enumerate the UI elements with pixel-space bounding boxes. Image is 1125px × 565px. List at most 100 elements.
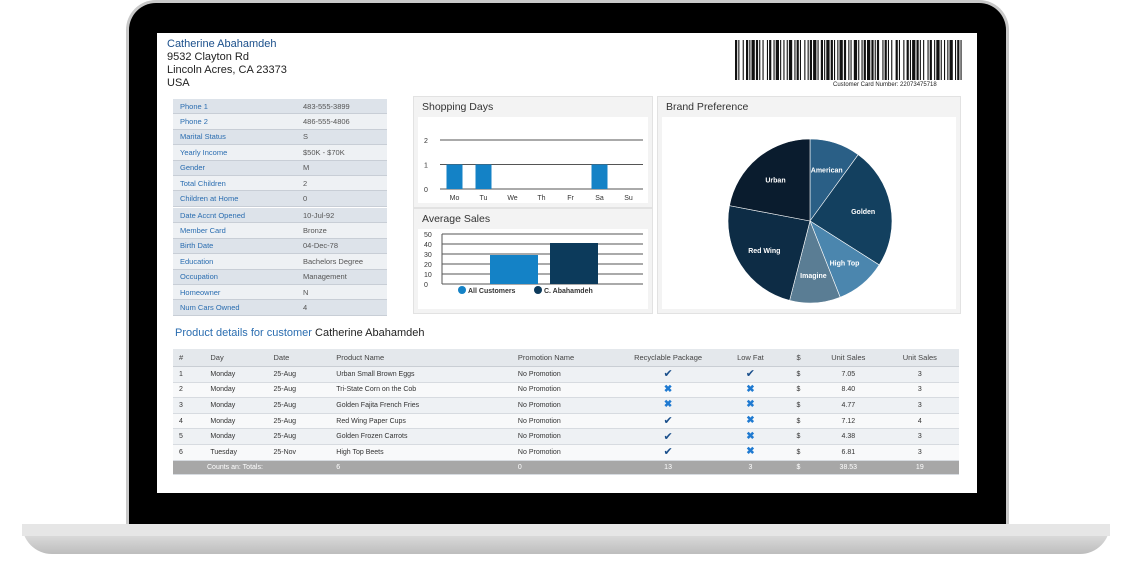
x-tick-label: Sa: [595, 195, 604, 202]
info-label: Homeowner: [173, 284, 296, 301]
barcode-bar: [769, 40, 772, 80]
barcode-bar: [759, 40, 761, 80]
barcode-bar: [746, 40, 749, 80]
barcode-bar: [882, 40, 884, 80]
info-row: Gender M: [173, 160, 387, 176]
barcode-bar: [957, 40, 960, 80]
totals-count: 6: [330, 460, 512, 475]
totals-promo: 0: [511, 460, 626, 475]
totals-units: 19: [880, 460, 959, 475]
barcode-bar: [923, 40, 925, 80]
x-tick-label: Th: [537, 195, 545, 202]
check-icon: ✔: [663, 446, 673, 459]
barcode-bar: [786, 40, 788, 80]
column-header[interactable]: Day: [204, 349, 268, 367]
x-tick-label: Fr: [567, 195, 574, 202]
barcode-bar: [749, 40, 751, 80]
cell-day: Tuesday: [204, 444, 268, 461]
cell-sales: 8.40: [815, 382, 881, 399]
info-label: Member Card: [173, 222, 296, 239]
info-label: Num Cars Owned: [173, 299, 296, 316]
y-tick-label: 20: [424, 262, 432, 269]
info-value: N: [296, 284, 387, 301]
customer-info-table-1: Phone 1 483-555-3899 Phone 2 486-555-4806 Ma…: [173, 99, 387, 207]
x-icon: ✖: [663, 383, 673, 395]
check-icon: ✔: [663, 368, 673, 381]
shopping-days-title: Shopping Days: [422, 101, 494, 113]
average-sales-chart: 0 10 20 30 40 50 All Customers C. Abahamdeh: [424, 232, 643, 295]
table-row[interactable]: 4 Monday 25-Aug Red Wing Paper Cups No Promo…: [173, 413, 959, 430]
table-row[interactable]: 2 Monday 25-Aug Tri-State Corn on the Cob No…: [173, 382, 959, 399]
barcode-bar: [960, 40, 962, 80]
shopping-days-chart: 0 1 2 Mo Tu We Th Fr Sa Su: [424, 138, 643, 202]
barcode-bar: [884, 40, 887, 80]
barcode-bar: [848, 40, 850, 80]
cell-cur: $: [790, 397, 816, 414]
barcode-bar: [788, 40, 793, 80]
barcode-bar: [780, 40, 782, 80]
barcode: [735, 40, 962, 80]
y-tick-label: 30: [424, 252, 432, 259]
legend-marker: [534, 286, 542, 294]
column-header[interactable]: Low Fat: [710, 349, 791, 367]
info-label: Phone 1: [173, 99, 296, 115]
column-header[interactable]: #: [173, 349, 205, 367]
x-icon: ✖: [746, 415, 755, 427]
barcode-bar: [742, 40, 744, 80]
info-value: $50K - $70K: [296, 144, 387, 161]
y-tick-label: 2: [424, 138, 428, 145]
column-header[interactable]: Recyclable Package: [625, 349, 711, 367]
barcode-bar: [944, 40, 946, 80]
bar-c-abahamdeh: [550, 243, 598, 284]
table-row[interactable]: 5 Monday 25-Aug Golden Frozen Carrots No Pro…: [173, 428, 959, 445]
shopping-days-panel: Shopping Days 0 1 2 Mo Tu We Th Fr Sa Su: [413, 96, 653, 208]
cell-promo: No Promotion: [511, 428, 626, 445]
x-tick-label: Tu: [480, 195, 488, 202]
barcode-bar: [874, 40, 876, 80]
brand-preference-title: Brand Preference: [666, 101, 749, 113]
cell-units: 3: [880, 444, 959, 461]
cell-n: 6: [173, 444, 205, 461]
cell-sales: 4.38: [815, 428, 881, 445]
cell-recyclable: ✖: [625, 397, 711, 414]
cell-date: 25-Aug: [267, 382, 331, 399]
info-value: 486-555-4806: [296, 113, 387, 130]
info-row: Phone 1 483-555-3899: [173, 99, 387, 115]
cell-units: 3: [880, 397, 959, 414]
cell-low_fat: ✖: [710, 444, 791, 461]
cell-product: High Top Beets: [330, 444, 512, 461]
y-tick-label: 10: [424, 272, 432, 279]
table-row[interactable]: 3 Monday 25-Aug Golden Fajita French Fries N…: [173, 397, 959, 414]
barcode-bar: [906, 40, 909, 80]
cell-day: Monday: [204, 428, 268, 445]
cell-product: Urban Small Brown Eggs: [330, 366, 512, 383]
table-row[interactable]: 1 Monday 25-Aug Urban Small Brown Eggs No Pr…: [173, 366, 959, 383]
address-line-2: Lincoln Acres, CA 23373: [167, 64, 287, 76]
customer-info-table-2: Date Accnt Opened 10-Jul-92 Member Card Bro…: [173, 208, 387, 316]
cell-cur: $: [790, 382, 816, 399]
column-header[interactable]: Date: [267, 349, 331, 367]
barcode-bar: [824, 40, 826, 80]
barcode-bar: [804, 40, 806, 80]
customer-card-number: Customer Card Number: 22073475718: [833, 82, 937, 88]
info-label: Marital Status: [173, 129, 296, 146]
barcode-bar: [738, 40, 740, 80]
bar-tu: [475, 164, 492, 189]
info-row: Education Bachelors Degree: [173, 253, 387, 270]
cell-cur: $: [790, 444, 816, 461]
cell-product: Tri-State Corn on the Cob: [330, 382, 512, 399]
cell-recyclable: ✖: [625, 382, 711, 399]
cell-recyclable: ✔: [625, 413, 711, 430]
table-row[interactable]: 6 Tuesday 25-Nov High Top Beets No Promotion…: [173, 444, 959, 461]
cell-recyclable: ✔: [625, 428, 711, 445]
column-header[interactable]: Unit Sales: [815, 349, 881, 367]
info-label: Occupation: [173, 269, 296, 285]
info-label: Total Children: [173, 175, 296, 192]
column-header[interactable]: Unit Sales: [880, 349, 959, 367]
column-header[interactable]: Promotion Name: [511, 349, 626, 367]
pie-slice-golden: [809, 154, 893, 266]
legend-label: All Customers: [468, 288, 516, 295]
column-header[interactable]: $: [790, 349, 816, 367]
column-header[interactable]: Product Name: [330, 349, 512, 367]
totals-recyclable: 13: [625, 460, 711, 475]
